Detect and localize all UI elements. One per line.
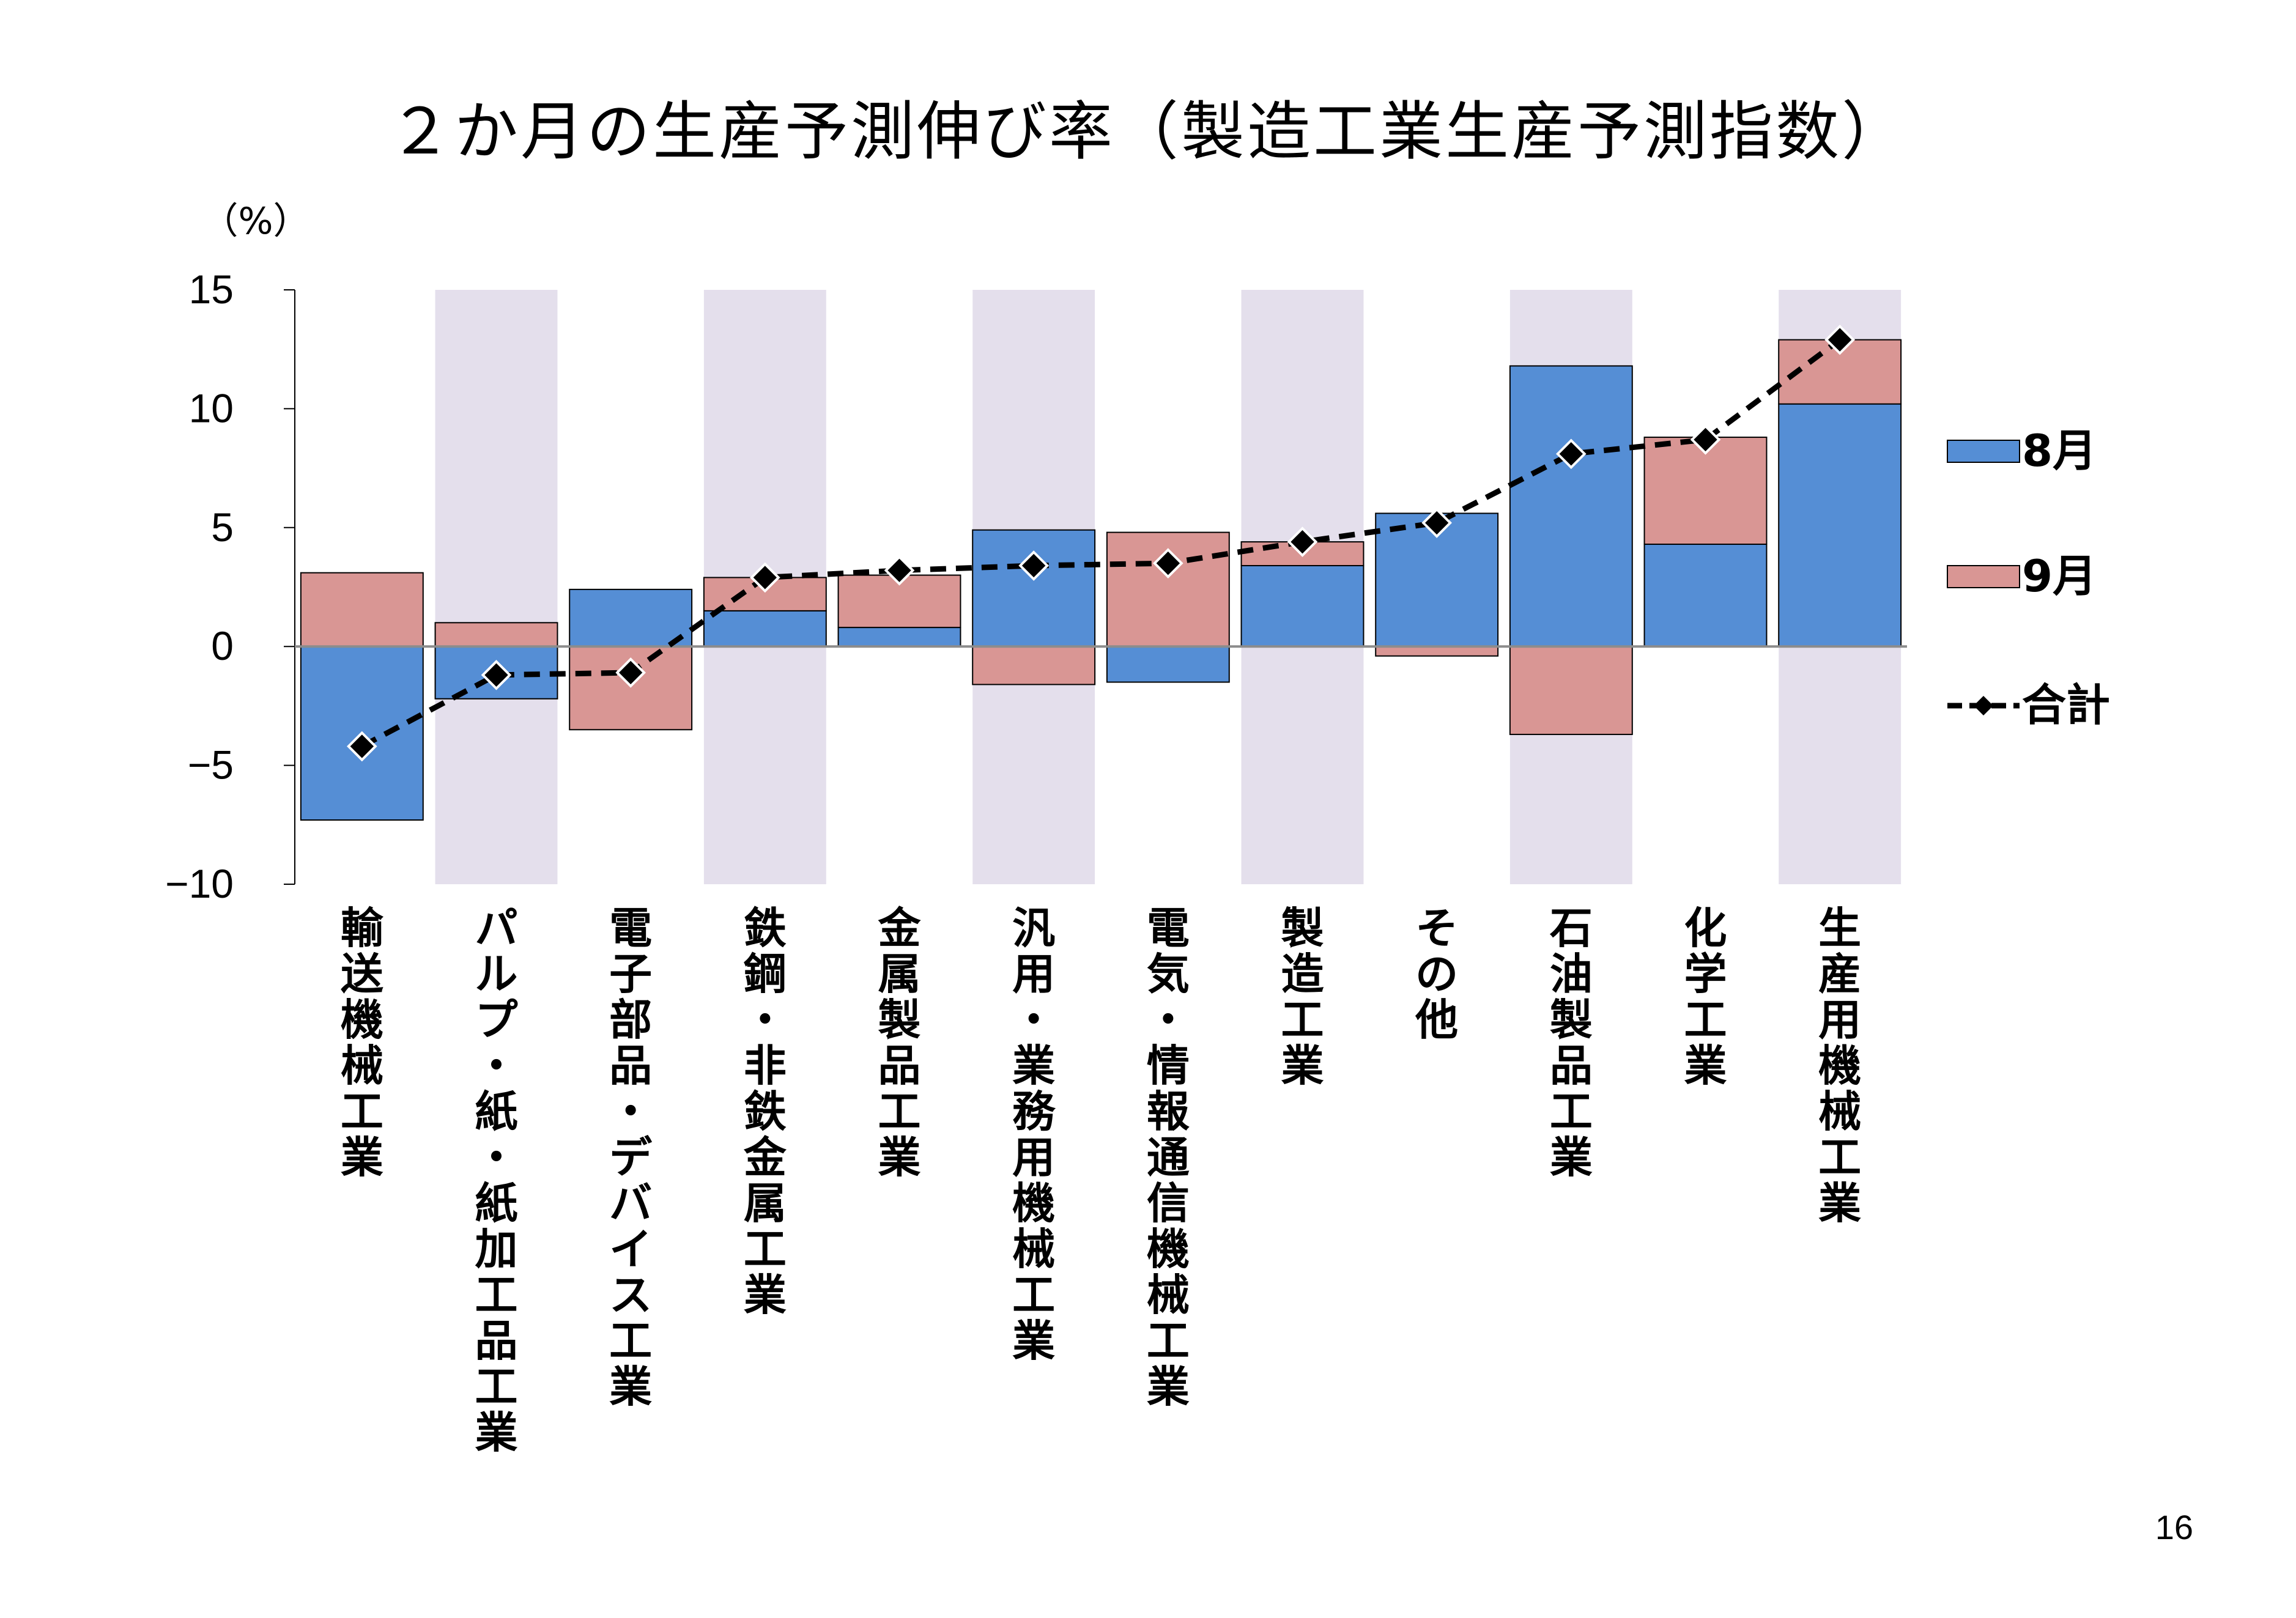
bar-aug — [703, 610, 827, 648]
bar-sep — [434, 622, 558, 648]
y-tick-label: −5 — [188, 742, 234, 788]
bar-aug — [1778, 403, 1902, 648]
total-marker — [1690, 424, 1721, 455]
category-label: 生産用機械工業 — [1818, 903, 1861, 1228]
y-tick-label: 15 — [189, 267, 234, 312]
axes — [284, 289, 1907, 885]
legend-label-aug: 8月 — [2022, 425, 2097, 476]
category-label: パルプ・紙・紙加工品工業 — [475, 903, 518, 1458]
total-marker — [1824, 324, 1855, 355]
total-marker — [615, 657, 646, 688]
category-band — [435, 290, 558, 884]
total-marker — [1556, 438, 1587, 470]
bar-sep — [972, 646, 1096, 685]
total-marker — [481, 660, 512, 690]
total-marker — [1287, 526, 1318, 557]
category-label: 電子部品・デバイス工業 — [609, 903, 653, 1412]
bar-sep — [300, 572, 424, 648]
category-label: 化学工業 — [1684, 903, 1727, 1091]
legend-swatch-aug — [1947, 440, 2020, 463]
category-label: 石油製品工業 — [1550, 903, 1593, 1183]
bar-aug — [972, 529, 1096, 648]
total-line-path — [360, 338, 1842, 749]
category-label: 製造工業 — [1281, 903, 1324, 1091]
page-title: ２か月の生産予測伸び率（製造工業生産予測指数） — [388, 94, 1908, 169]
category-label: 鉄鋼・非鉄金属工業 — [743, 903, 787, 1320]
category-label: その他 — [1415, 903, 1458, 1045]
total-marker — [1421, 508, 1452, 538]
bar-aug — [837, 627, 961, 648]
bar-sep — [1643, 437, 1768, 545]
total-marker — [1153, 548, 1183, 578]
category-label: 電気・情報通信機械工業 — [1147, 903, 1190, 1412]
y-tick-label: 10 — [189, 385, 234, 430]
y-tick-label: 5 — [211, 504, 234, 550]
page-number: 16 — [2155, 1508, 2193, 1546]
bar-sep — [1509, 646, 1633, 736]
total-marker — [884, 555, 915, 586]
legend-marker-total — [1974, 696, 1993, 715]
y-axis-unit: （%） — [201, 200, 309, 243]
total-marker — [1018, 550, 1049, 581]
bar-aug — [569, 588, 693, 648]
category-label: 汎用・業務用機械工業 — [1012, 903, 1056, 1366]
bar-aug — [1643, 544, 1768, 648]
labels: 15 10 5 0 −5 −10 （%） 輸送機械工業 パルプ・紙・紙加工品工業 電子部品・デバイ… — [165, 200, 1861, 1458]
bar-aug — [1106, 646, 1230, 683]
category-label: 金属製品工業 — [878, 903, 922, 1183]
bar-sep — [1375, 646, 1499, 657]
bar-aug — [1240, 565, 1365, 648]
total-marker — [347, 731, 377, 762]
legend-label-sep: 9月 — [2022, 550, 2097, 602]
total-marker — [750, 562, 780, 593]
bar-aug — [1509, 365, 1633, 648]
total-line — [347, 324, 1855, 762]
y-tick-label: 0 — [211, 623, 234, 668]
category-label: 輸送機械工業 — [341, 903, 384, 1183]
legend-label-total: 合計 — [2022, 679, 2110, 731]
y-tick-label: −10 — [165, 861, 234, 906]
legend-swatch-sep — [1947, 565, 2020, 588]
